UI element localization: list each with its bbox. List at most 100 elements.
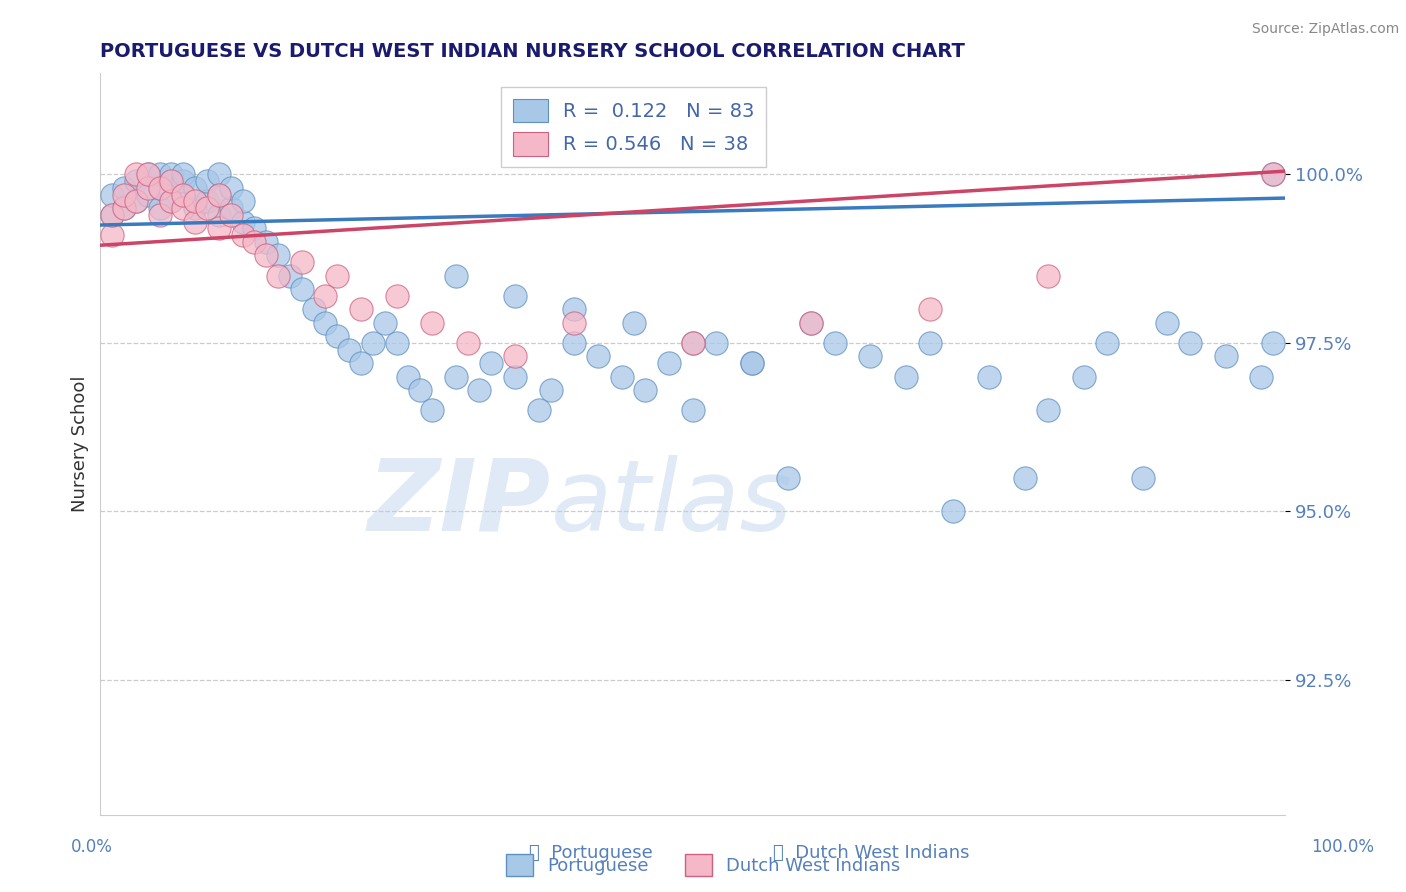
- Point: [136, 168, 159, 182]
- Point: [634, 383, 657, 397]
- Text: atlas: atlas: [551, 455, 792, 552]
- Text: 0.0%: 0.0%: [70, 838, 112, 855]
- Point: [361, 335, 384, 350]
- Point: [125, 194, 148, 209]
- Point: [136, 187, 159, 202]
- Point: [409, 383, 432, 397]
- Point: [468, 383, 491, 397]
- Point: [195, 194, 218, 209]
- Point: [1132, 471, 1154, 485]
- Point: [149, 181, 172, 195]
- Point: [610, 369, 633, 384]
- Point: [562, 316, 585, 330]
- Point: [337, 343, 360, 357]
- Point: [942, 504, 965, 518]
- Point: [112, 201, 135, 215]
- Point: [101, 208, 124, 222]
- Text: ⬛  Dutch West Indians: ⬛ Dutch West Indians: [773, 844, 970, 862]
- Point: [291, 255, 314, 269]
- Point: [125, 168, 148, 182]
- Point: [208, 221, 231, 235]
- Point: [420, 403, 443, 417]
- Point: [562, 302, 585, 317]
- Point: [894, 369, 917, 384]
- Point: [149, 208, 172, 222]
- Point: [172, 174, 194, 188]
- Point: [503, 369, 526, 384]
- Point: [396, 369, 419, 384]
- Point: [444, 369, 467, 384]
- Point: [1073, 369, 1095, 384]
- Point: [184, 181, 207, 195]
- Point: [503, 350, 526, 364]
- Point: [1014, 471, 1036, 485]
- Point: [160, 174, 183, 188]
- Point: [682, 403, 704, 417]
- Point: [824, 335, 846, 350]
- Point: [540, 383, 562, 397]
- Point: [267, 268, 290, 283]
- Point: [219, 181, 242, 195]
- Point: [1097, 335, 1119, 350]
- Point: [160, 194, 183, 209]
- Point: [219, 208, 242, 222]
- Point: [112, 181, 135, 195]
- Point: [682, 335, 704, 350]
- Point: [479, 356, 502, 370]
- Point: [682, 335, 704, 350]
- Point: [172, 187, 194, 202]
- Text: Source: ZipAtlas.com: Source: ZipAtlas.com: [1251, 22, 1399, 37]
- Point: [172, 168, 194, 182]
- Point: [231, 214, 253, 228]
- Point: [314, 289, 336, 303]
- Point: [208, 208, 231, 222]
- Point: [208, 187, 231, 202]
- Point: [231, 194, 253, 209]
- Point: [374, 316, 396, 330]
- Point: [172, 187, 194, 202]
- Legend: R =  0.122   N = 83, R = 0.546   N = 38: R = 0.122 N = 83, R = 0.546 N = 38: [501, 87, 766, 168]
- Text: ⬛  Portuguese: ⬛ Portuguese: [529, 844, 652, 862]
- Point: [195, 174, 218, 188]
- Point: [112, 201, 135, 215]
- Point: [800, 316, 823, 330]
- Point: [918, 335, 941, 350]
- Point: [254, 248, 277, 262]
- Point: [503, 289, 526, 303]
- Point: [243, 221, 266, 235]
- Point: [658, 356, 681, 370]
- Point: [977, 369, 1000, 384]
- Point: [1263, 335, 1285, 350]
- Text: PORTUGUESE VS DUTCH WEST INDIAN NURSERY SCHOOL CORRELATION CHART: PORTUGUESE VS DUTCH WEST INDIAN NURSERY …: [100, 42, 966, 61]
- Point: [160, 168, 183, 182]
- Point: [1038, 403, 1060, 417]
- Point: [741, 356, 763, 370]
- Point: [314, 316, 336, 330]
- Point: [184, 194, 207, 209]
- Point: [254, 235, 277, 249]
- Text: 100.0%: 100.0%: [1312, 838, 1374, 855]
- Point: [149, 201, 172, 215]
- Point: [101, 208, 124, 222]
- Point: [160, 174, 183, 188]
- Point: [149, 168, 172, 182]
- Point: [1250, 369, 1272, 384]
- Point: [350, 302, 373, 317]
- Point: [208, 187, 231, 202]
- Point: [562, 335, 585, 350]
- Point: [136, 168, 159, 182]
- Point: [741, 356, 763, 370]
- Point: [527, 403, 550, 417]
- Point: [859, 350, 882, 364]
- Point: [219, 201, 242, 215]
- Point: [1263, 168, 1285, 182]
- Point: [385, 289, 408, 303]
- Point: [136, 181, 159, 195]
- Text: ZIP: ZIP: [367, 455, 551, 552]
- Point: [457, 335, 479, 350]
- Point: [125, 194, 148, 209]
- Point: [326, 329, 349, 343]
- Point: [918, 302, 941, 317]
- Point: [1263, 168, 1285, 182]
- Point: [184, 214, 207, 228]
